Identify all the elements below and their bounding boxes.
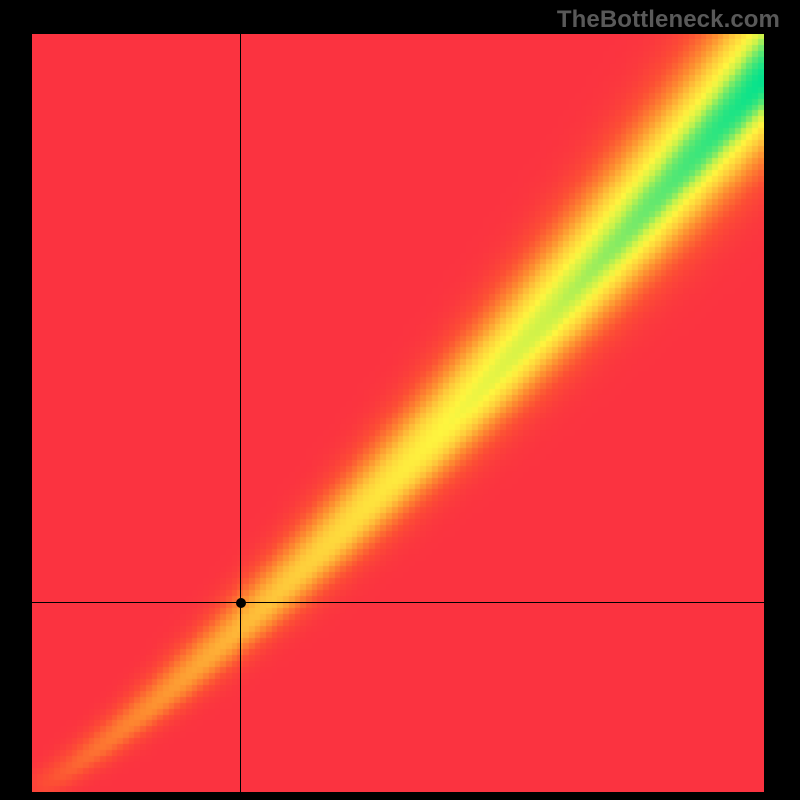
watermark-text: TheBottleneck.com — [557, 6, 780, 34]
figure-container: TheBottleneck.com — [0, 0, 800, 800]
heatmap-plot-area — [32, 34, 764, 792]
heatmap-canvas — [32, 34, 764, 792]
